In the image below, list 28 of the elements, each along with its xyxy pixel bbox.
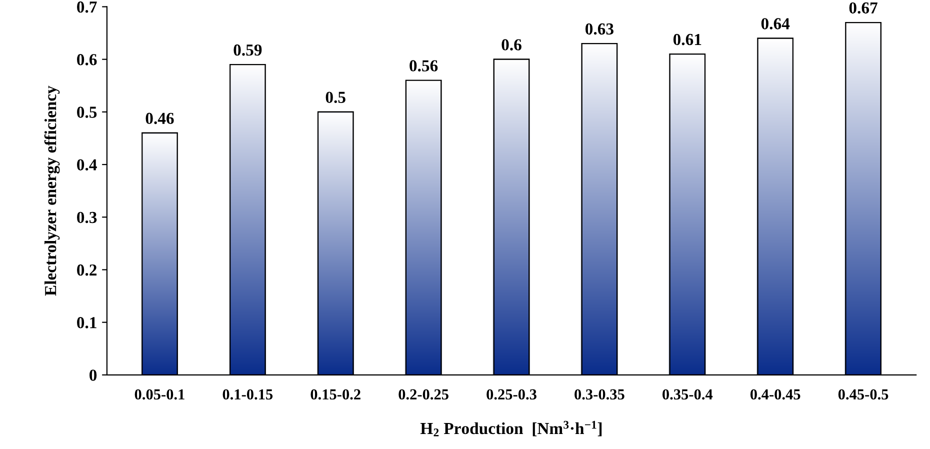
x-tick-label: 0.1-0.15 <box>222 389 273 400</box>
y-axis-title: Electrolyzer energy efficiency <box>44 86 60 296</box>
y-tick-label: 0.2 <box>77 264 97 276</box>
data-label: 0.67 <box>849 2 878 14</box>
data-label: 0.6 <box>502 39 522 50</box>
y-tick-label: 0 <box>90 370 97 381</box>
x-tick-label: 0.35-0.4 <box>662 389 713 400</box>
data-label: 0.59 <box>234 44 262 56</box>
y-tick-label: 0.6 <box>77 54 97 66</box>
x-tick-label: 0.45-0.5 <box>838 389 888 400</box>
data-label: 0.56 <box>410 60 438 72</box>
data-label: 0.63 <box>586 23 614 35</box>
data-label: 0.5 <box>326 92 346 104</box>
x-tick-label: 0.2-0.25 <box>398 389 448 400</box>
y-tick-label: 0.5 <box>77 106 97 118</box>
x-tick-label: 0.15-0.2 <box>310 389 360 400</box>
y-tick-label: 0.7 <box>77 1 97 13</box>
x-tick-label: 0.4-0.45 <box>750 389 800 400</box>
x-tick-label: 0.3-0.35 <box>574 389 624 400</box>
x-axis-title: H$_{2}$ Production [Nm$^{3}$·h$^{−1}$] <box>420 420 602 436</box>
y-tick-label: 0.3 <box>77 212 97 224</box>
data-label: 0.46 <box>146 112 174 124</box>
data-label: 0.64 <box>761 18 790 30</box>
y-tick-label: 0.4 <box>77 159 97 171</box>
x-tick-label: 0.25-0.3 <box>486 389 536 400</box>
y-tick-label: 0.1 <box>77 317 96 328</box>
data-label: 0.61 <box>673 34 702 46</box>
x-tick-label: 0.05-0.1 <box>134 389 184 400</box>
